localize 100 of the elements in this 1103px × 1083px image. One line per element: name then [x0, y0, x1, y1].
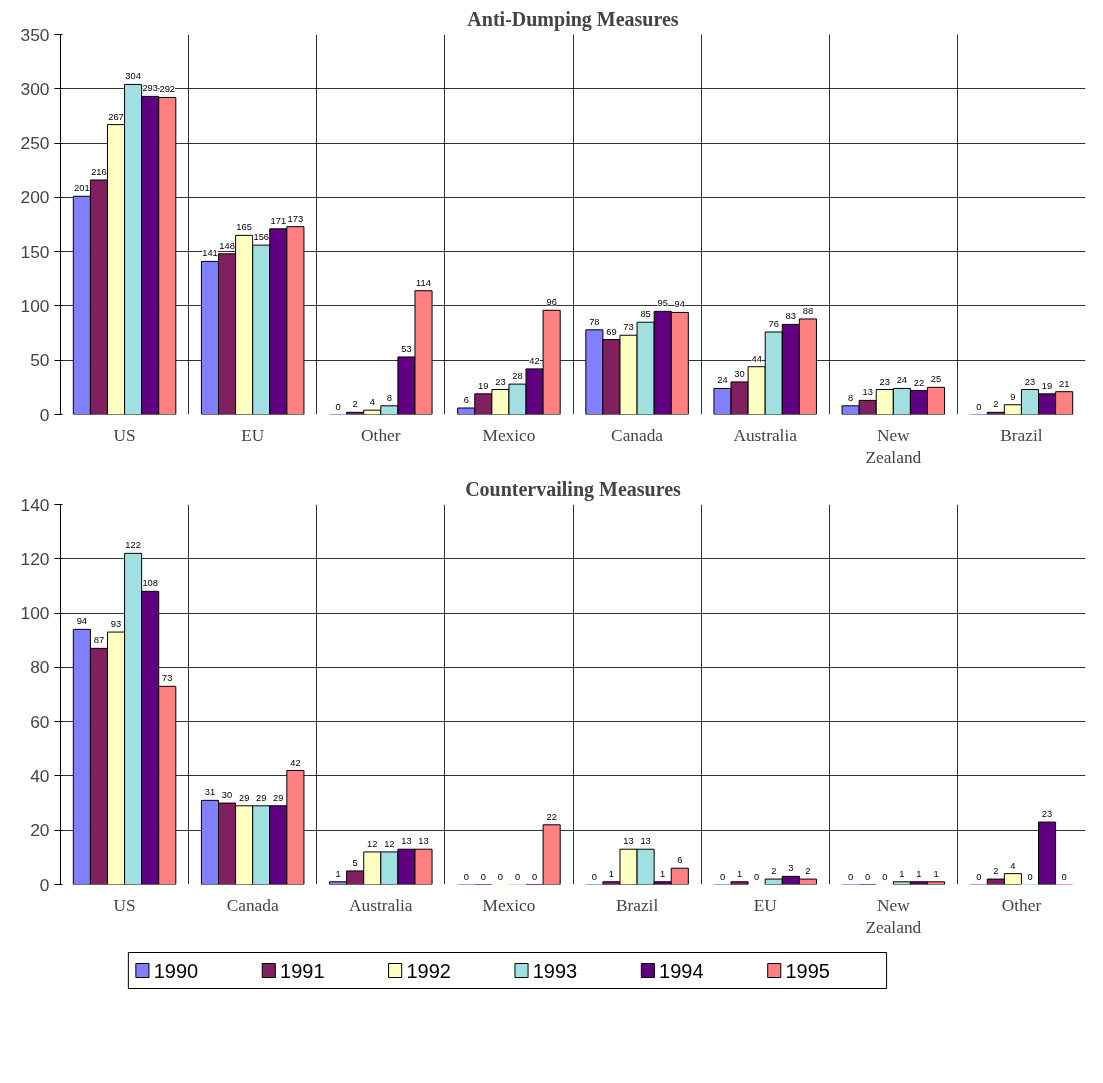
data-label: 6 [463, 394, 469, 405]
data-label: 2 [805, 866, 811, 877]
data-label: 13 [401, 836, 412, 847]
data-label: 114 [416, 277, 431, 288]
data-label: 156 [253, 232, 270, 243]
data-label: 94 [674, 299, 685, 310]
data-label: 73 [623, 322, 634, 333]
data-label: 0 [865, 871, 871, 882]
data-label: 29 [256, 792, 267, 803]
legend-label: 1990 [153, 959, 199, 982]
legend-label: 1992 [406, 959, 451, 982]
data-label: 87 [93, 635, 105, 646]
x-tick-label: Canada [611, 425, 664, 445]
data-label: 171 [270, 215, 287, 226]
data-label: 0 [497, 871, 504, 882]
data-label: 3 [788, 863, 794, 874]
data-label: 22 [913, 377, 925, 388]
data-label: 23 [1041, 809, 1053, 820]
data-label: 122 [125, 540, 141, 551]
y-tick-label: 20 [30, 820, 50, 841]
y-tick-label: 50 [30, 350, 50, 371]
data-label: 0 [848, 871, 854, 882]
data-label: 23 [495, 376, 506, 387]
data-label: 0 [754, 871, 760, 882]
data-label: 12 [367, 838, 378, 849]
data-label: 4 [1010, 860, 1016, 871]
data-label: 53 [401, 343, 412, 354]
data-label: 30 [734, 368, 745, 379]
data-label: 2 [993, 399, 999, 410]
data-label: 304 [125, 71, 141, 82]
x-tick-label: EU [753, 895, 778, 915]
chart-title: Anti-Dumping Measures [467, 7, 679, 31]
legend-label: 1995 [785, 959, 830, 982]
data-label: 0 [335, 401, 341, 412]
data-label: 201 [74, 183, 90, 194]
data-label: 0 [531, 871, 538, 882]
data-label: 44 [751, 353, 762, 364]
data-label: 96 [546, 297, 557, 308]
data-label: 13 [640, 836, 651, 847]
x-tick-label: Other [361, 425, 401, 445]
data-label: 42 [529, 355, 540, 366]
x-tick-label: Australia [733, 425, 798, 445]
y-tick-label: 0 [39, 404, 50, 425]
x-tick-label: New Zealand [865, 425, 922, 468]
y-tick-label: 60 [30, 711, 50, 732]
data-label: 69 [606, 326, 617, 337]
y-tick-label: 350 [20, 24, 50, 45]
data-label: 8 [386, 392, 392, 403]
data-label: 42 [290, 757, 301, 768]
data-label: 29 [238, 792, 250, 803]
data-label: 94 [76, 616, 88, 627]
data-label: 141 [202, 248, 218, 259]
y-tick-label: 300 [20, 78, 50, 99]
y-tick-label: 100 [20, 295, 50, 316]
data-label: 24 [717, 375, 728, 386]
data-label: 1 [660, 868, 666, 879]
data-label: 0 [882, 871, 888, 882]
data-label: 83 [785, 311, 797, 322]
data-label: 85 [640, 309, 651, 320]
data-label: 1 [933, 868, 939, 879]
chart-title: Countervailing Measures [465, 477, 682, 501]
x-tick-label: Australia [349, 895, 413, 915]
data-label: 13 [862, 387, 873, 398]
data-label: 0 [514, 871, 521, 882]
y-tick-label: 250 [20, 133, 50, 154]
y-tick-label: 140 [20, 494, 50, 515]
data-label: 93 [110, 619, 122, 630]
data-label: 0 [480, 871, 486, 882]
x-tick-label: Canada [226, 895, 279, 915]
x-tick-label: Mexico [482, 895, 536, 915]
data-label: 9 [1010, 391, 1016, 402]
y-tick-label: 0 [39, 874, 50, 895]
data-label: 1 [916, 868, 922, 879]
data-label: 13 [623, 836, 634, 847]
x-tick-label: New Zealand [865, 895, 922, 938]
data-label: 29 [273, 792, 284, 803]
y-tick-label: 150 [20, 241, 50, 262]
data-label: 165 [236, 222, 252, 233]
data-label: 1 [335, 868, 341, 879]
data-label: 0 [591, 871, 597, 882]
data-label: 2 [771, 866, 777, 877]
data-label: 19 [478, 380, 489, 391]
x-tick-label: Mexico [482, 425, 536, 445]
y-tick-label: 40 [30, 765, 50, 786]
data-label: 0 [1027, 871, 1033, 882]
data-label: 22 [546, 811, 557, 822]
data-label: 216 [91, 166, 107, 177]
data-label: 2 [993, 866, 999, 877]
x-tick-label: US [113, 895, 136, 915]
data-label: 12 [384, 838, 395, 849]
data-label: 293 [142, 83, 158, 94]
x-tick-label: Other [1001, 895, 1042, 915]
data-label: 0 [976, 871, 982, 882]
data-label: 0 [463, 871, 469, 882]
data-label: 24 [896, 375, 908, 386]
x-tick-label: EU [241, 425, 265, 445]
legend-label: 1994 [659, 959, 704, 982]
data-label: 8 [848, 392, 854, 403]
legend-label: 1991 [280, 959, 325, 982]
x-tick-label: Brazil [1000, 425, 1043, 445]
